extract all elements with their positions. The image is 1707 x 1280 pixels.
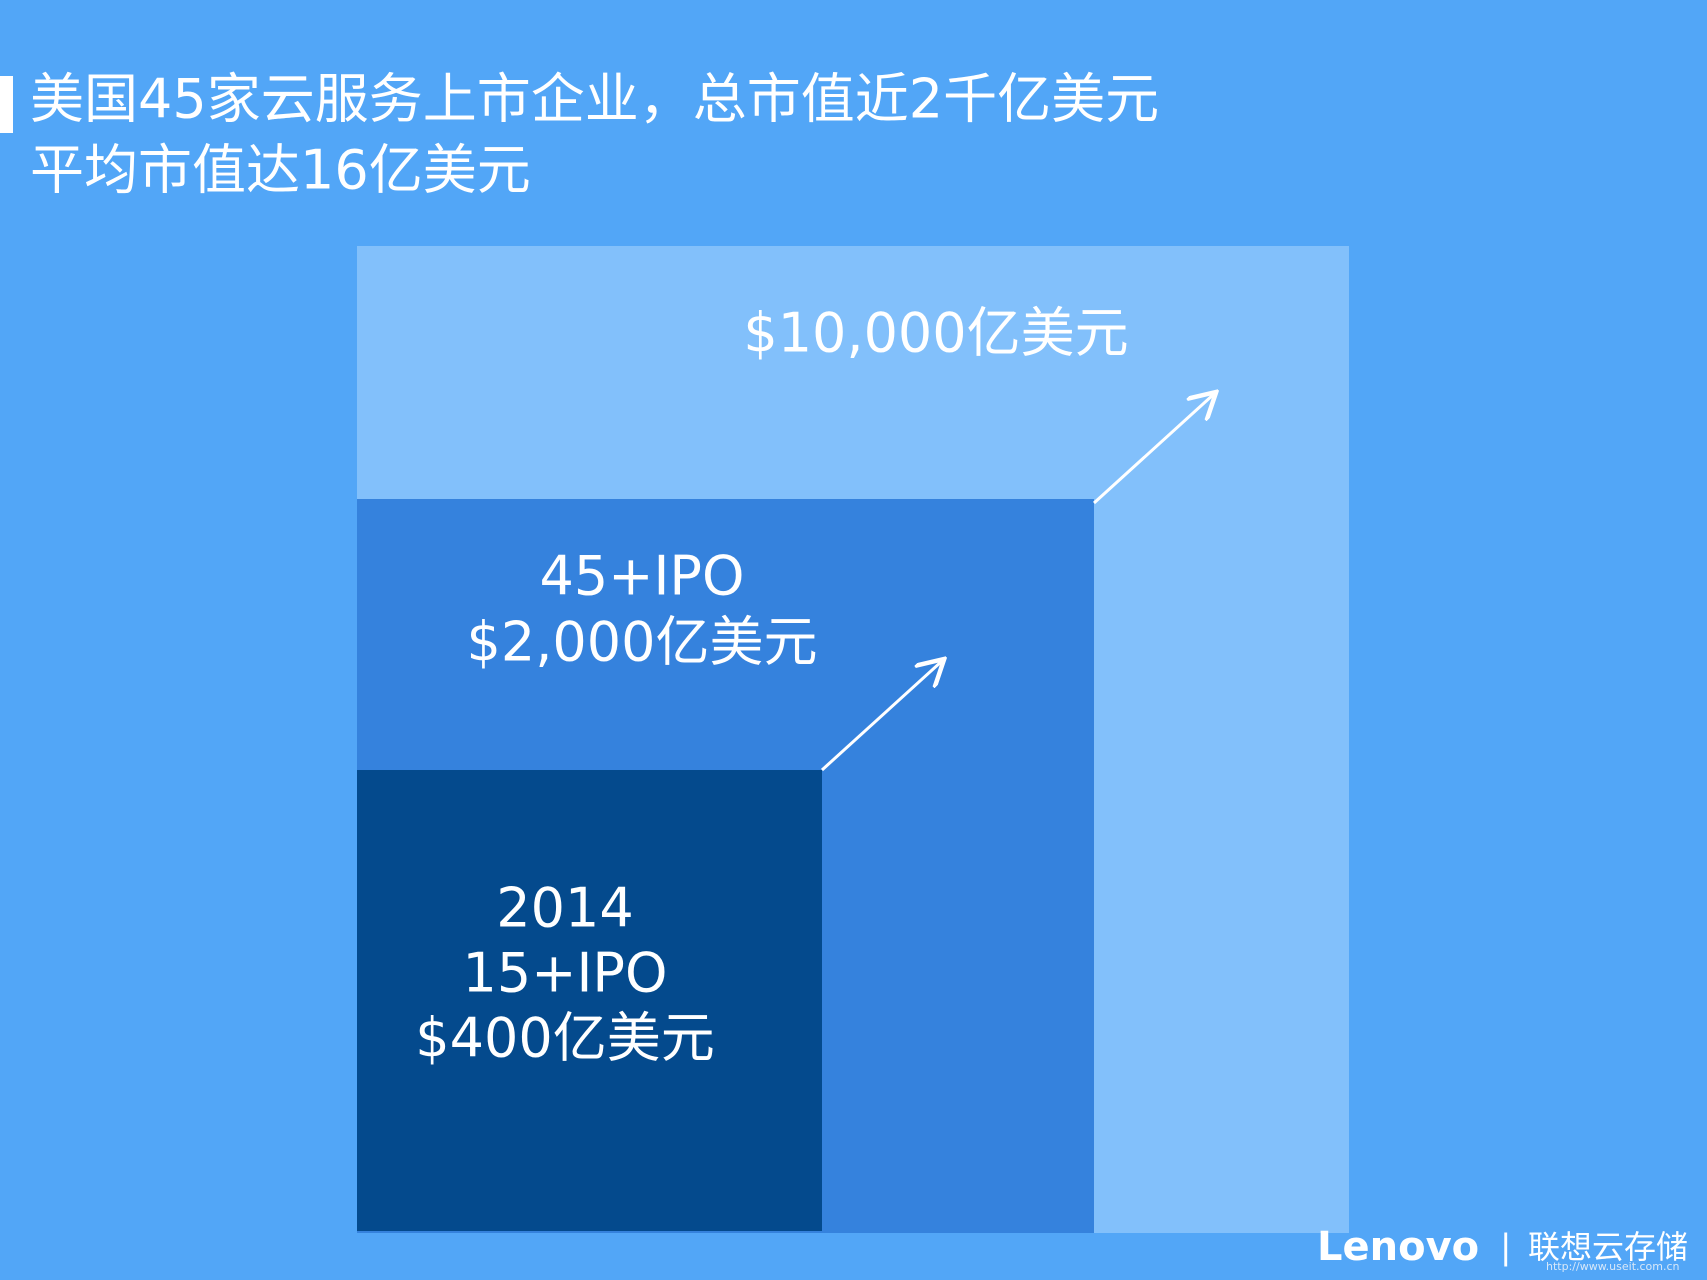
tier-label: $10,000亿美元: [743, 302, 1128, 365]
growth-arrow: [820, 661, 942, 772]
tier-label: $400亿美元: [415, 1007, 714, 1070]
product-name: 联想云存储: [1528, 1228, 1688, 1266]
title-line: 平均市值达16亿美元: [30, 139, 531, 202]
title-line: 美国45家云服务上市企业，总市值近2千亿美元: [30, 68, 1159, 131]
tier-label: 45+IPO: [540, 545, 745, 608]
title-accent: [0, 76, 13, 133]
growth-arrow: [1092, 394, 1214, 505]
tier-label: 15+IPO: [463, 942, 668, 1005]
watermark: http://www.useit.com.cn: [1546, 1260, 1680, 1273]
brand-logo: Lenovo: [1317, 1224, 1479, 1270]
footer-separator: |: [1500, 1228, 1511, 1268]
tier-label: 2014: [496, 877, 633, 940]
tier-label: $2,000亿美元: [467, 611, 818, 674]
tier-box-small: [357, 770, 822, 1231]
